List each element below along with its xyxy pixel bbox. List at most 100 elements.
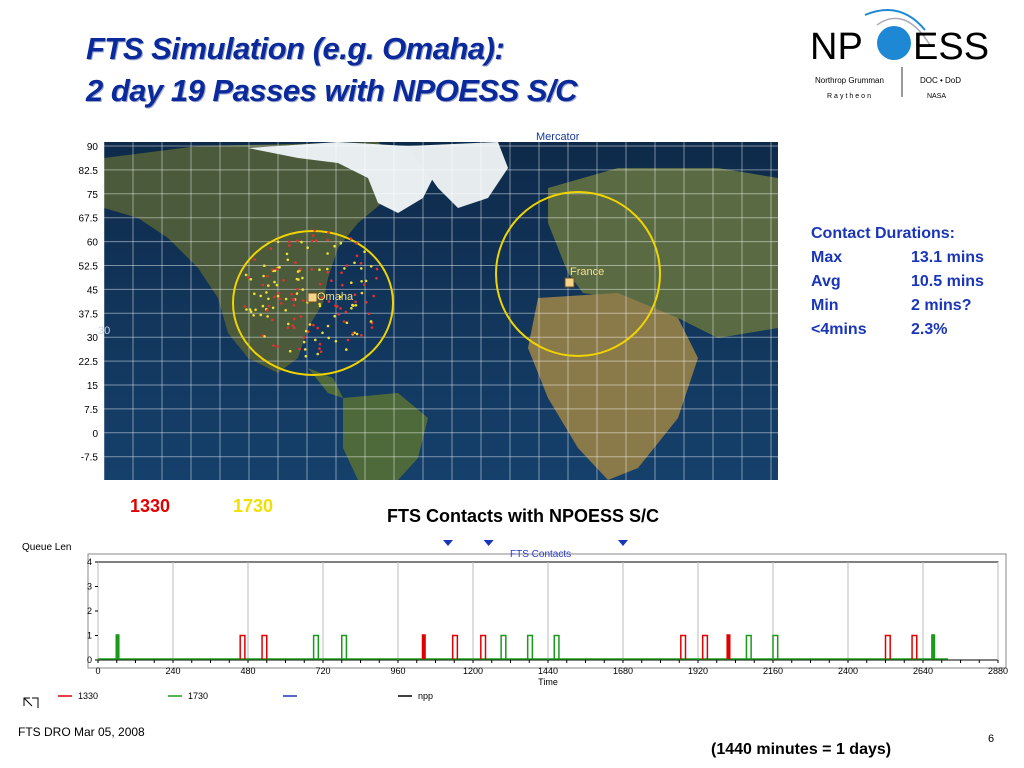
- pass-dot: [301, 288, 305, 291]
- pass-dot: [360, 267, 363, 270]
- pass-dot: [296, 288, 299, 291]
- pass-dot: [290, 292, 293, 296]
- pass-dot: [310, 239, 314, 243]
- pass-dot: [261, 304, 265, 308]
- pass-dot: [273, 295, 276, 299]
- pass-dot: [278, 297, 281, 301]
- pass-dot: [327, 336, 330, 340]
- pass-dot: [338, 295, 342, 299]
- pass-dot: [349, 237, 353, 240]
- pass-dot: [351, 303, 354, 307]
- y-tick-label: 3: [87, 582, 92, 592]
- pass-dot: [276, 267, 279, 271]
- x-tick-label: 240: [165, 666, 180, 676]
- pass-dot: [353, 293, 357, 296]
- pass-dot: [330, 279, 333, 282]
- pass-dot: [271, 306, 275, 310]
- pass-dot: [291, 324, 294, 327]
- pass-dot: [262, 274, 265, 278]
- footer-text: FTS DRO Mar 05, 2008: [18, 725, 145, 739]
- contact-pulse: [451, 634, 459, 659]
- pass-dot: [318, 268, 321, 271]
- pass-dot: [327, 231, 330, 234]
- pass-dot: [326, 238, 329, 242]
- pass-dot: [263, 264, 266, 267]
- pass-dot: [267, 297, 270, 301]
- greenland: [408, 142, 508, 208]
- pass-dot: [269, 247, 273, 250]
- pass-dot: [364, 279, 368, 283]
- north-america: [104, 142, 408, 373]
- pass-dot: [266, 309, 269, 312]
- pass-dot: [333, 244, 336, 248]
- site-omaha-label: Omaha: [317, 291, 354, 303]
- pass-dot: [359, 262, 363, 265]
- slide-title: FTS Simulation (e.g. Omaha): 2 day 19 Pa…: [86, 28, 578, 112]
- logo-partner-2: Raytheon: [827, 93, 873, 100]
- arctic-ice: [248, 142, 438, 213]
- contact-pulse: [312, 634, 320, 659]
- y-tick-label: 0: [87, 655, 92, 665]
- x-tick-label: 2640: [913, 666, 933, 676]
- duration-row-min: Min 2 mins?: [811, 297, 972, 314]
- pass-dot: [316, 326, 319, 330]
- pass-dot: [285, 252, 289, 256]
- pass-dot: [318, 302, 321, 306]
- x-tick-label: 1920: [688, 666, 708, 676]
- x-tick-label: 2160: [763, 666, 783, 676]
- lat-tick-label: 15: [87, 381, 99, 392]
- pass-dot: [369, 320, 373, 323]
- logo-globe-icon: [877, 26, 911, 60]
- pass-dot: [343, 267, 346, 270]
- y-tick-label: 4: [87, 557, 92, 567]
- pass-dot: [339, 241, 343, 245]
- pass-dot: [326, 252, 329, 255]
- map-caption: Mercator: [536, 131, 580, 143]
- pass-dot: [314, 338, 317, 342]
- contact-durations-heading: Contact Durations:: [811, 225, 955, 242]
- pass-dot: [253, 292, 256, 296]
- pass-dot: [249, 278, 253, 281]
- lat-tick-label: 30: [87, 333, 99, 344]
- x-tick-label: 1680: [613, 666, 633, 676]
- x-axis-label: Time: [538, 677, 558, 687]
- pass-dot: [288, 240, 291, 243]
- contact-pulse: [261, 634, 268, 659]
- pass-dot: [308, 323, 312, 326]
- pass-dot: [337, 313, 341, 316]
- pass-dot: [365, 301, 368, 304]
- lat-tick-label: -7.5: [81, 453, 99, 464]
- contact-pulse: [911, 634, 918, 659]
- pass-dot: [342, 320, 346, 323]
- pass-dot: [320, 296, 324, 299]
- pass-dot: [278, 266, 281, 269]
- pass-dot: [243, 305, 247, 308]
- pass-dot: [292, 317, 296, 321]
- y-tick-label: 2: [87, 606, 92, 616]
- pass-dot: [267, 284, 270, 287]
- minutes-note: (1440 minutes = 1 days): [711, 741, 892, 758]
- pass-dot: [334, 339, 338, 343]
- pass-dot: [279, 302, 283, 305]
- pass-dot: [363, 250, 366, 253]
- pass-marker-icon: [483, 540, 494, 546]
- pass-dot: [244, 273, 248, 277]
- pass-dot: [292, 303, 296, 307]
- pass-dots: [243, 229, 379, 358]
- x-tick-label: 1200: [463, 666, 483, 676]
- pass-dot: [282, 279, 285, 282]
- contact-pulse: [421, 634, 426, 659]
- y-axis-label: Queue Len: [22, 542, 72, 553]
- pass-dot: [355, 254, 359, 258]
- pass-dot: [310, 268, 314, 271]
- pass-dot: [259, 313, 263, 317]
- pass-dot: [259, 294, 262, 298]
- pass-dot: [341, 283, 344, 287]
- legend-label: 1330: [78, 691, 98, 701]
- pass-dot: [302, 340, 306, 344]
- pass-dot: [273, 280, 276, 284]
- pass-dot: [263, 335, 266, 338]
- site-france-label: France: [570, 266, 604, 278]
- pass-dot: [302, 336, 306, 339]
- pass-dot: [284, 309, 287, 312]
